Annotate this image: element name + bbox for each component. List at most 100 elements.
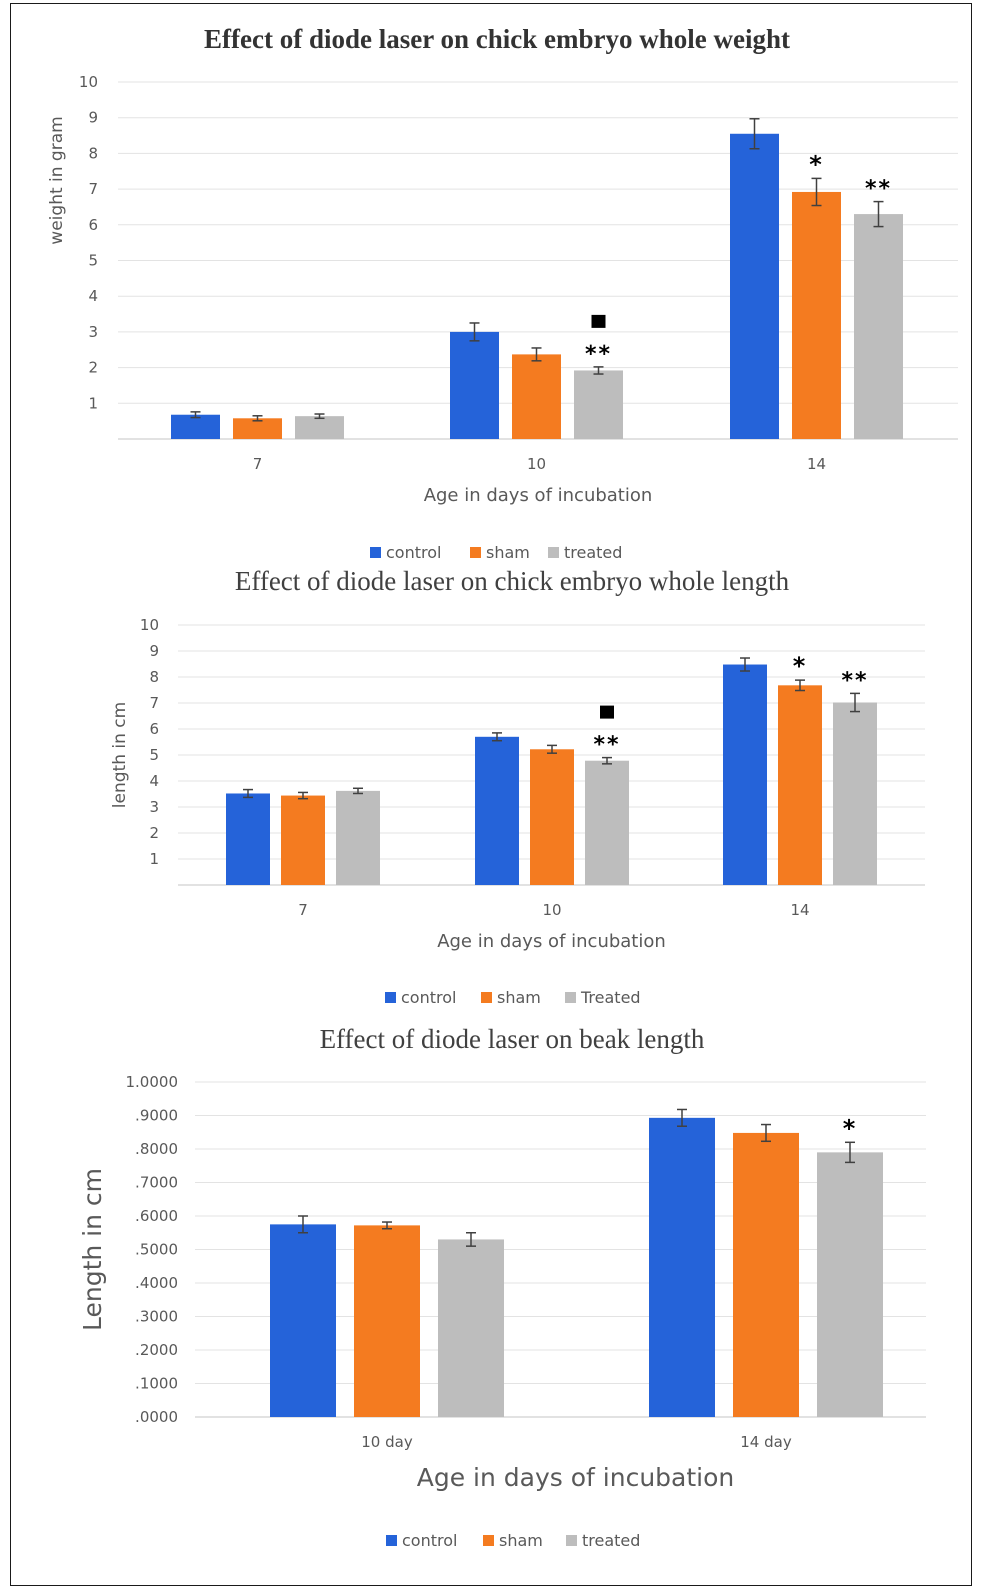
bar-control-14 <box>730 133 779 439</box>
y-tick-label: 9 <box>149 642 159 660</box>
bar-sham-14 <box>778 685 822 885</box>
bar-sham-14-day <box>733 1132 799 1417</box>
chart-3: Effect of diode laser on beak length .000… <box>78 1024 926 1550</box>
bar-sham-7 <box>233 418 282 439</box>
x-tick-label: 14 <box>790 901 809 919</box>
significance-mark: ** <box>841 668 868 693</box>
bar-sham-10-day <box>354 1225 420 1417</box>
y-tick-label: .1000 <box>135 1375 178 1393</box>
significance-square <box>591 314 606 328</box>
bar-treated-10 <box>574 370 623 439</box>
legend-label-sham: sham <box>497 988 541 1007</box>
y-tick-label: 8 <box>149 668 159 686</box>
bar-control-10-day <box>270 1224 336 1417</box>
x-tick-label: 14 <box>807 455 826 473</box>
y-tick-label: .5000 <box>135 1241 178 1259</box>
legend-swatch-treated <box>548 547 559 558</box>
y-tick-label: .6000 <box>135 1207 178 1225</box>
x-tick-label: 7 <box>298 901 308 919</box>
legend-swatch-treated <box>565 992 576 1003</box>
significance-mark: * <box>843 1114 858 1142</box>
y-tick-label: 5 <box>149 746 159 764</box>
y-axis-label: Length in cm <box>78 1168 107 1331</box>
y-tick-label: 1 <box>88 394 98 412</box>
y-axis-label: length in cm <box>110 702 130 808</box>
legend-label-treated: treated <box>582 1531 640 1550</box>
bar-treated-7 <box>336 790 380 885</box>
y-tick-label: 7 <box>88 180 98 198</box>
legend-label-treated: treated <box>564 543 622 562</box>
x-tick-label: 7 <box>253 455 263 473</box>
legend-swatch-sham <box>483 1535 494 1546</box>
significance-mark: ** <box>593 733 620 758</box>
y-tick-label: 10 <box>79 73 98 91</box>
y-tick-label: 1 <box>149 850 159 868</box>
legend-swatch-control <box>386 1535 397 1546</box>
x-axis-label: Age in days of incubation <box>417 1463 735 1492</box>
bar-control-14 <box>723 664 767 885</box>
y-tick-label: 4 <box>88 287 98 305</box>
y-tick-label: 3 <box>88 323 98 341</box>
bar-treated-10-day <box>438 1239 504 1417</box>
chart-title: Effect of diode laser on chick embryo wh… <box>235 566 790 596</box>
y-tick-label: 9 <box>88 109 98 127</box>
x-tick-label: 10 <box>527 455 546 473</box>
significance-mark: * <box>809 150 824 178</box>
legend-label-treated: Treated <box>580 988 641 1007</box>
significance-mark: ** <box>865 177 892 202</box>
y-tick-label: .3000 <box>135 1308 178 1326</box>
legend-swatch-control <box>370 547 381 558</box>
x-axis-label: Age in days of incubation <box>437 931 666 952</box>
y-tick-label: 6 <box>88 216 98 234</box>
bar-control-14-day <box>649 1117 715 1417</box>
y-tick-label: 5 <box>88 252 98 270</box>
y-tick-label: 6 <box>149 720 159 738</box>
chart-title: Effect of diode laser on chick embryo wh… <box>204 24 790 54</box>
y-tick-label: 7 <box>149 694 159 712</box>
bar-control-7 <box>171 414 220 439</box>
y-tick-label: .4000 <box>135 1274 178 1292</box>
bar-treated-7 <box>295 416 344 439</box>
legend-label-control: control <box>386 543 441 562</box>
bar-treated-14 <box>854 214 903 439</box>
y-tick-label: .7000 <box>135 1174 178 1192</box>
bar-sham-7 <box>281 795 325 885</box>
bar-control-7 <box>226 793 270 885</box>
bar-control-10 <box>475 736 519 885</box>
y-tick-label: 2 <box>88 359 98 377</box>
y-tick-label: 1.0000 <box>126 1073 179 1091</box>
legend-swatch-treated <box>566 1535 577 1546</box>
x-axis-label: Age in days of incubation <box>424 485 653 506</box>
legend-swatch-control <box>385 992 396 1003</box>
y-tick-label: .8000 <box>135 1140 178 1158</box>
chart-1: Effect of diode laser on chick embryo wh… <box>47 24 958 562</box>
y-tick-label: 3 <box>149 798 159 816</box>
x-tick-label: 10 day <box>361 1433 413 1451</box>
chart-2: Effect of diode laser on chick embryo wh… <box>110 566 925 1007</box>
bar-sham-14 <box>792 191 841 439</box>
y-tick-label: 2 <box>149 824 159 842</box>
bar-treated-14-day <box>817 1152 883 1417</box>
chart-title: Effect of diode laser on beak length <box>320 1024 705 1054</box>
y-tick-label: .0000 <box>135 1408 178 1426</box>
significance-mark: ** <box>585 342 612 367</box>
bar-sham-10 <box>530 749 574 885</box>
y-tick-label: .9000 <box>135 1107 178 1125</box>
bar-treated-14 <box>833 702 877 885</box>
bar-sham-10 <box>512 354 561 439</box>
x-tick-label: 10 <box>542 901 561 919</box>
bar-control-10 <box>450 331 499 439</box>
y-tick-label: 10 <box>140 616 159 634</box>
y-tick-label: 8 <box>88 144 98 162</box>
legend-label-control: control <box>402 1531 457 1550</box>
legend-label-sham: sham <box>486 543 530 562</box>
legend-label-control: control <box>401 988 456 1007</box>
x-tick-label: 14 day <box>740 1433 792 1451</box>
legend-label-sham: sham <box>499 1531 543 1550</box>
y-tick-label: .2000 <box>135 1341 178 1359</box>
legend-swatch-sham <box>481 992 492 1003</box>
legend-swatch-sham <box>470 547 481 558</box>
significance-mark: * <box>793 652 808 680</box>
bar-treated-10 <box>585 760 629 885</box>
